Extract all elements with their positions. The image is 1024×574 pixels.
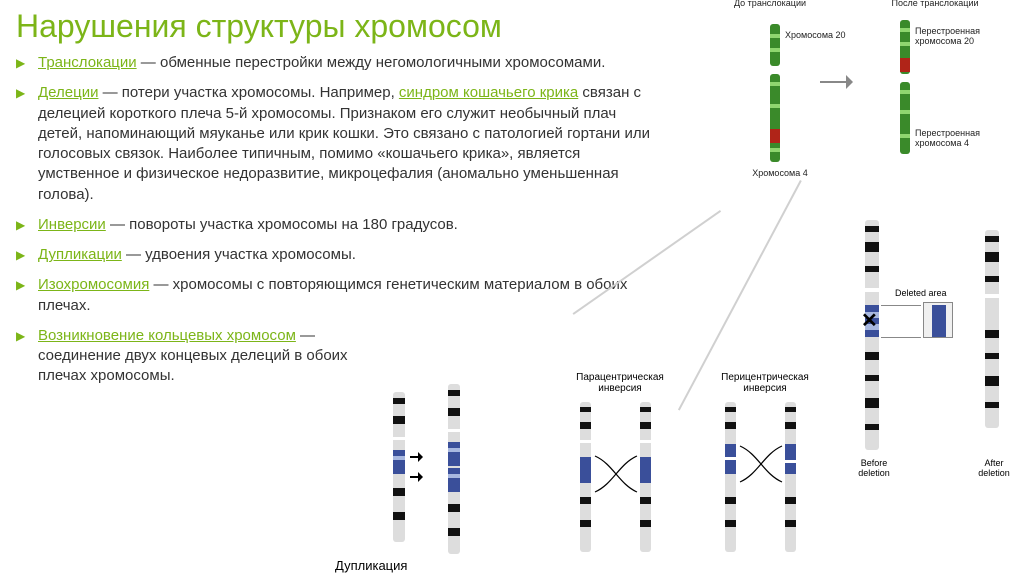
term-deletion: Делеции (38, 84, 98, 101)
text: связан с делецией короткого плеча 5-й хр… (38, 84, 650, 202)
bullet-list: Транслокации — обменные перестройки межд… (16, 53, 656, 387)
bullet-ring: Возникновение кольцевых хромосом — соеди… (16, 326, 396, 387)
label-chr4-r: Перестроенная хромосома 4 (915, 128, 1005, 148)
bullet-translocation: Транслокации — обменные перестройки межд… (16, 53, 656, 73)
bullet-duplication: Дупликации — удвоения участка хромосомы. (16, 245, 656, 265)
text: — обменные перестройки между негомологич… (137, 54, 606, 71)
term-translocation: Транслокации (38, 54, 137, 71)
cross-arrows-icon (738, 444, 784, 484)
bullet-deletion: Делеции — потери участка хромосомы. Напр… (16, 83, 656, 205)
arrow-icon (820, 75, 860, 89)
chrom-before-deletion (865, 220, 879, 450)
deleted-fragment (923, 302, 953, 338)
chr20-before (770, 24, 780, 66)
arrow-icon (410, 472, 428, 482)
text: — потери участка хромосомы. Например, (98, 84, 398, 101)
label-paracentric: Парацентрическая инверсия (560, 372, 680, 394)
text: — удвоения участка хромосомы. (122, 246, 356, 263)
label-pericentric: Перицентрическая инверсия (705, 372, 825, 394)
duplication-diagram (378, 392, 498, 572)
cross-icon: ✕ (861, 308, 878, 333)
cross-arrows-icon (593, 454, 639, 494)
term-duplication: Дупликации (38, 246, 122, 263)
label-chr20: Хромосома 20 (785, 30, 855, 40)
text: — повороты участка хромосомы на 180 град… (106, 216, 458, 233)
label-chr4: Хромосома 4 (745, 168, 815, 178)
label-after-del: After deletion (969, 458, 1019, 478)
inversion-diagram: Парацентрическая инверсия Перицентрическ… (555, 372, 835, 572)
para-before (580, 402, 591, 552)
bullet-inversion: Инверсии — повороты участка хромосомы на… (16, 215, 656, 235)
term-ring: Возникновение кольцевых хромосом (38, 327, 296, 344)
label-after: После транслокации (880, 0, 990, 8)
label-deleted-area: Deleted area (895, 288, 975, 298)
chr20-after (900, 20, 910, 74)
bullet-isochromosome: Изохромосомия — хромосомы с повторяющимс… (16, 275, 656, 316)
dup-before (393, 392, 405, 542)
peri-after (785, 402, 796, 552)
para-after (640, 402, 651, 552)
label-before: До транслокации (730, 0, 810, 8)
arrow-icon (410, 452, 428, 462)
label-chr20-r: Перестроенная хромосома 20 (915, 26, 1005, 46)
chr4-before (770, 74, 780, 162)
chr4-after (900, 82, 910, 154)
link-cri-du-chat: синдром кошачьего крика (399, 84, 578, 101)
dup-after (448, 384, 460, 554)
deletion-diagram: ✕ Deleted area Before deletion After del… (835, 220, 1024, 500)
label-duplication: Дупликация (335, 558, 407, 573)
label-before-del: Before deletion (849, 458, 899, 478)
term-isochromosome: Изохромосомия (38, 276, 149, 293)
translocation-diagram: До транслокации После транслокации Хромо… (690, 0, 1020, 200)
chrom-after-deletion (985, 230, 999, 428)
term-inversion: Инверсии (38, 216, 106, 233)
peri-before (725, 402, 736, 552)
